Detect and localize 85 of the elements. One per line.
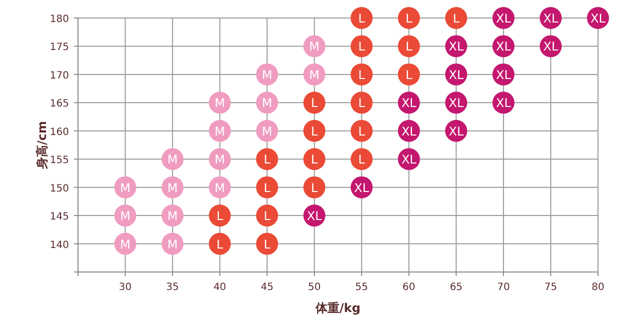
text: L [264,152,270,167]
x-tick-label: 75 [544,282,558,293]
text: M [262,68,272,82]
series-label: XL [354,180,370,195]
point [256,232,278,255]
text: L [406,12,412,26]
text: L [358,124,365,138]
point [350,63,373,86]
series-label: M [167,237,178,252]
text: M [167,152,178,167]
text: M [214,124,225,138]
text: XL [543,12,558,26]
text: M [120,180,130,195]
text: XL [590,12,606,26]
x-tick-label: 50 [308,282,321,293]
text: XL [401,96,416,110]
x-tick-label: 70 [497,282,510,293]
text: XL [496,96,511,110]
text: M [120,237,130,252]
y-tick-label: 175 [50,42,69,54]
text: XL [448,124,464,138]
x-tick-label: 35 [166,282,179,293]
text: L [264,209,270,224]
text: L [311,124,318,138]
text: M [262,96,272,110]
y-tick-label: 170 [50,70,69,82]
text: XL [496,12,511,26]
point [256,204,278,227]
text: M [214,152,225,167]
x-tick-label: 30 [118,282,132,293]
text: L [264,237,270,252]
text: L [358,12,365,26]
text: XL [448,68,464,82]
text: M [309,40,320,54]
text: L [406,40,412,54]
text: XL [401,152,416,167]
x-tick-label: 55 [355,282,368,293]
text: XL [306,209,322,224]
text: L [452,12,460,26]
y-tick-label: 180 [50,14,69,25]
text: L [358,152,365,167]
x-tick-label: 60 [402,282,416,293]
text: L [311,96,318,110]
point [445,7,468,29]
x-tick-label: 80 [592,282,604,293]
text: L [311,152,318,167]
x-axis-title: 体重/kg [314,301,360,315]
text: XL [448,96,464,110]
point [350,92,373,114]
text: L [264,180,270,195]
y-axis-title: 身高/cm [35,121,49,170]
series-label: L [358,68,366,82]
text: M [167,180,178,195]
y-tick-label: 160 [50,126,69,138]
text: L [406,68,412,82]
x-tick-label: 45 [260,282,274,293]
text: L [216,209,224,224]
text: L [311,180,318,195]
y-tick-label: 140 [50,240,69,251]
text: M [309,68,320,82]
point [350,148,373,170]
text: M [214,96,225,110]
text: M [214,180,225,195]
y-tick-label: 145 [50,212,69,223]
x-tick-label: 40 [213,282,226,293]
y-tick-label: 150 [50,183,69,194]
point [256,176,278,198]
point [350,120,373,142]
text: XL [543,40,558,54]
y-tick-label: 165 [50,98,69,110]
text: XL [496,68,511,82]
point [350,35,373,58]
text: M [262,124,272,138]
x-tick-label: 65 [450,282,463,293]
text: XL [401,124,416,138]
text: L [358,96,365,110]
text: L [358,40,365,54]
y-tick-label: 155 [50,155,69,166]
text: L [216,237,224,252]
point [256,148,278,170]
text: M [120,209,130,224]
text: XL [496,40,511,54]
text: XL [448,40,464,54]
text: M [167,209,178,224]
point [350,7,373,29]
